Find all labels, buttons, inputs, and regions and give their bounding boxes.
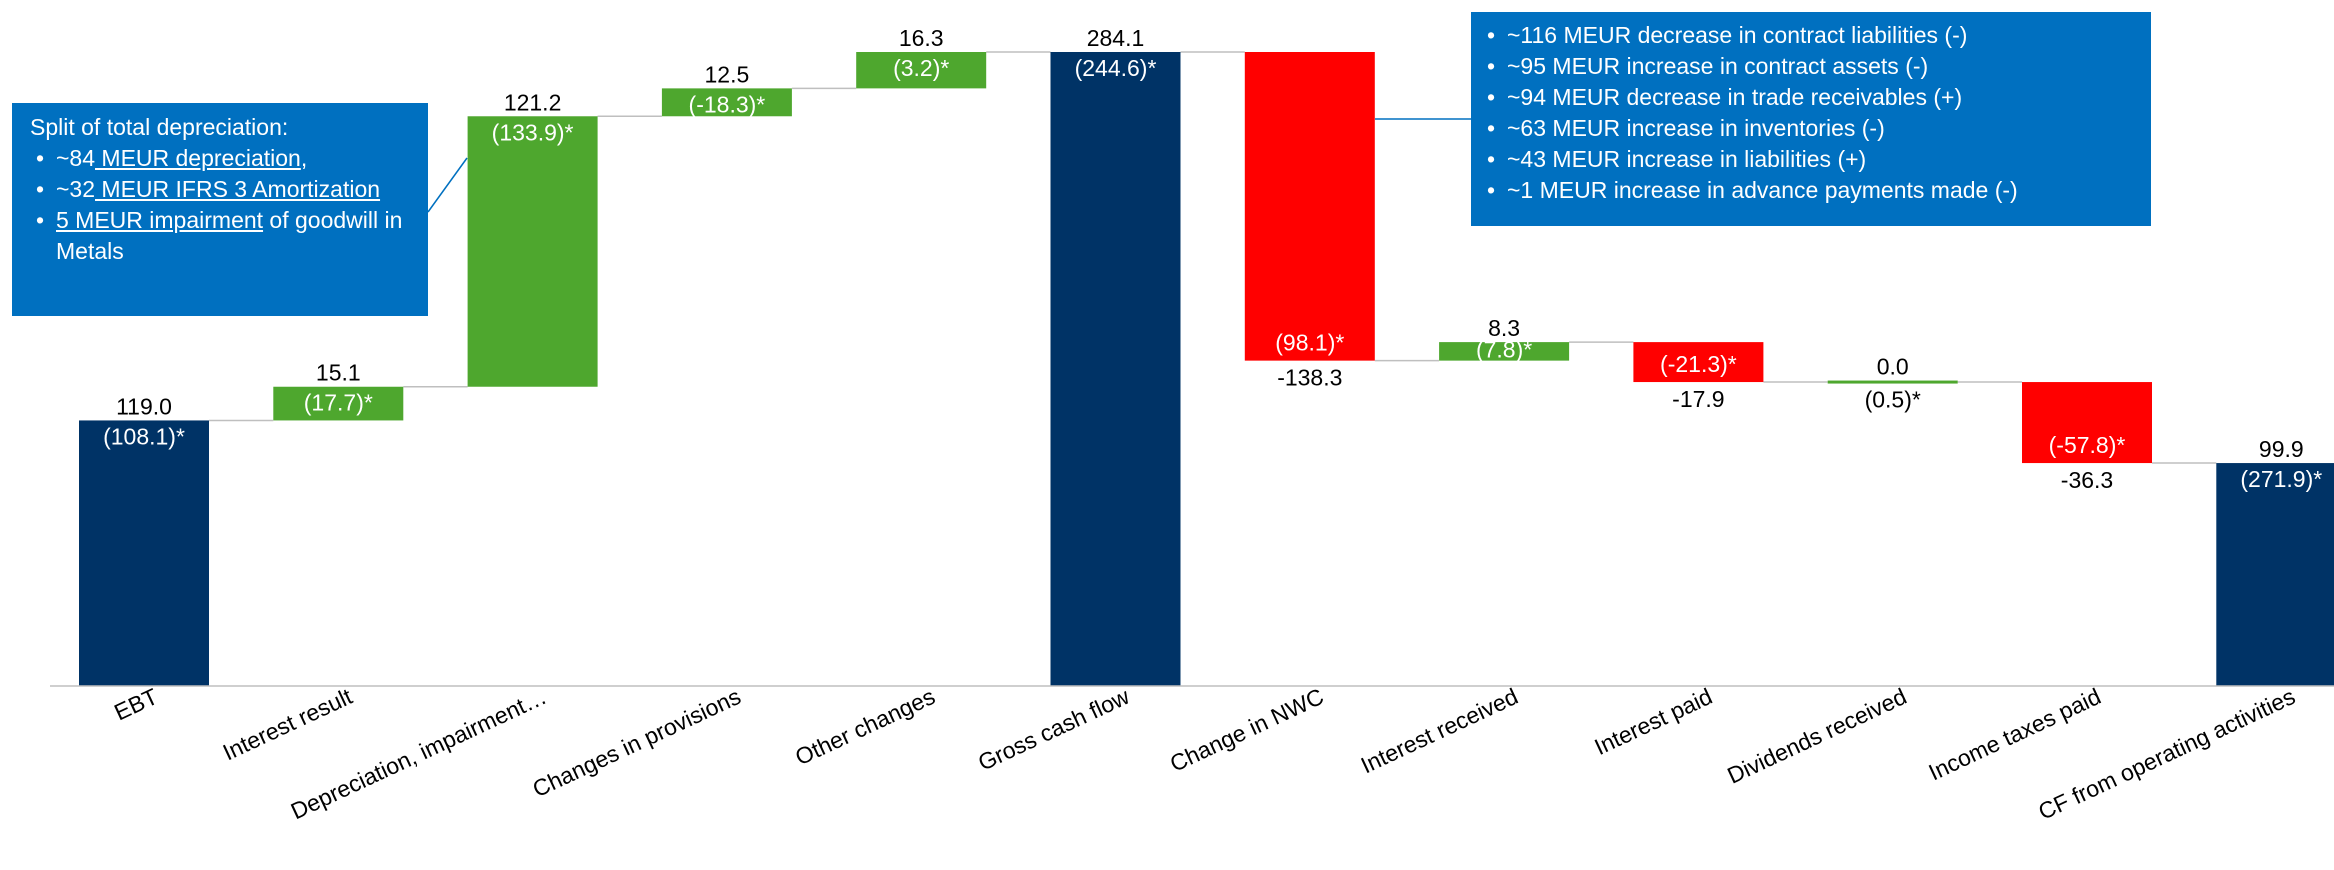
- category-label: Interest result: [219, 683, 357, 766]
- increase-bar: [273, 386, 404, 421]
- total-bar: [1050, 52, 1181, 686]
- increase-bar: [1439, 342, 1570, 361]
- value-label: 119.0: [116, 393, 172, 419]
- callout-left-item: ~32 MEUR IFRS 3 Amortization: [30, 174, 414, 205]
- callout-link[interactable]: MEUR depreciation: [95, 145, 301, 171]
- decrease-bar: [2022, 382, 2152, 464]
- callout-right-item: ~95 MEUR increase in contract assets (-): [1481, 51, 2141, 82]
- callout-left-item: ~84 MEUR depreciation,: [30, 143, 414, 174]
- value-label: -17.9: [1672, 386, 1724, 412]
- callout-right-item: ~43 MEUR increase in liabilities (+): [1481, 144, 2141, 175]
- prior-year-label: (-21.3)*: [1660, 351, 1737, 377]
- value-label: 16.3: [899, 25, 944, 51]
- value-label: 99.9: [2259, 436, 2304, 462]
- prior-year-label: (271.9)*: [2240, 466, 2322, 492]
- decrease-bar: [1633, 342, 1764, 383]
- callout-right-item: ~116 MEUR decrease in contract liabiliti…: [1481, 20, 2141, 51]
- total-bar: [79, 420, 209, 686]
- callout-text: ,: [300, 145, 308, 171]
- category-label: Other changes: [791, 683, 939, 770]
- value-label: 284.1: [1087, 25, 1145, 51]
- prior-year-label: (3.2)*: [893, 55, 949, 81]
- callout-link[interactable]: MEUR IFRS 3 Amortization: [95, 176, 381, 202]
- callout-left-item: 5 MEUR impairment of goodwill in Metals: [30, 205, 414, 267]
- callout-left-leader: [427, 157, 468, 213]
- value-label: -138.3: [1277, 365, 1342, 391]
- category-label: Changes in provisions: [529, 683, 745, 802]
- category-label: Gross cash flow: [974, 683, 1134, 776]
- prior-year-label: (7.8)*: [1476, 337, 1532, 363]
- depreciation-split-callout: Split of total depreciation: ~84 MEUR de…: [12, 103, 428, 316]
- prior-year-label: (98.1)*: [1275, 330, 1344, 356]
- callout-right-item: ~94 MEUR decrease in trade receivables (…: [1481, 82, 2141, 113]
- prior-year-label: (108.1)*: [103, 423, 185, 449]
- prior-year-label: (0.5)*: [1865, 387, 1921, 413]
- increase-bar: [661, 88, 792, 117]
- prior-year-label: (-57.8)*: [2049, 432, 2126, 458]
- decrease-bar: [1244, 52, 1375, 361]
- category-label: Change in NWC: [1166, 683, 1328, 777]
- value-label: 12.5: [705, 61, 750, 87]
- callout-left-title: Split of total depreciation:: [30, 114, 289, 140]
- callout-text: ~84: [56, 145, 96, 171]
- callout-text: of goodwill in Metals: [56, 207, 403, 264]
- prior-year-label: (133.9)*: [492, 119, 574, 145]
- prior-year-label: (17.7)*: [304, 390, 373, 416]
- increase-bar: [856, 52, 987, 89]
- prior-year-label: (244.6)*: [1075, 55, 1157, 81]
- callout-text: ~32: [56, 176, 96, 202]
- category-label: Dividends received: [1723, 683, 1910, 789]
- increase-bar: [1827, 380, 1958, 384]
- callout-right-item: ~63 MEUR increase in inventories (-): [1481, 113, 2141, 144]
- category-label: Interest paid: [1590, 683, 1716, 760]
- value-label: 121.2: [504, 89, 562, 115]
- total-bar: [2216, 463, 2334, 686]
- callout-right-item: ~1 MEUR increase in advance payments mad…: [1481, 175, 2141, 206]
- value-label: -36.3: [2061, 467, 2113, 493]
- callout-link[interactable]: 5 MEUR impairment: [56, 207, 264, 233]
- increase-bar: [467, 116, 598, 387]
- value-label: 0.0: [1877, 354, 1909, 380]
- prior-year-label: (-18.3)*: [689, 91, 766, 117]
- category-label: EBT: [110, 683, 162, 725]
- nwc-change-callout: ~116 MEUR decrease in contract liabiliti…: [1471, 12, 2151, 226]
- value-label: 15.1: [316, 360, 361, 386]
- category-label: Income taxes paid: [1925, 683, 2105, 785]
- category-label: Interest received: [1357, 683, 1522, 778]
- value-label: 8.3: [1488, 315, 1520, 341]
